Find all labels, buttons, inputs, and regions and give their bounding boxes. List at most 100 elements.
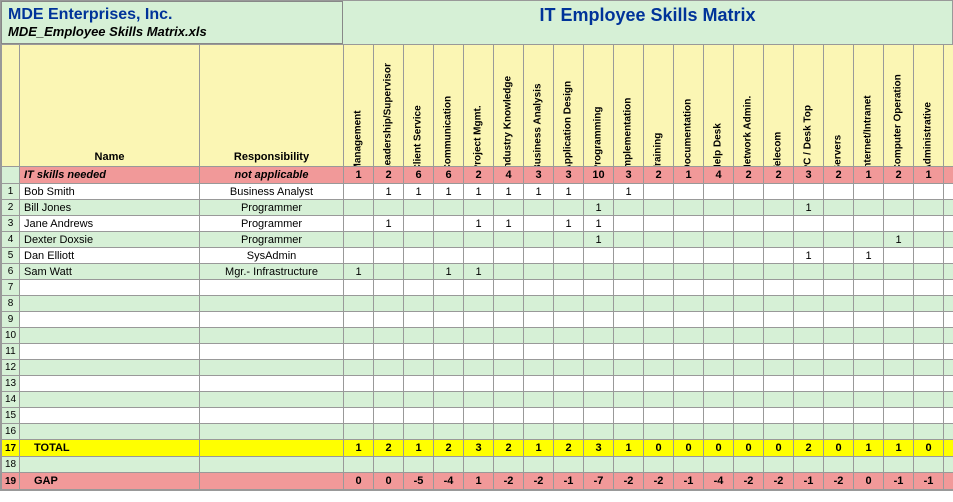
skill-header: Web Applications [944,45,953,167]
empty-cell [524,296,554,312]
skill-cell [914,264,944,280]
empty-cell [914,408,944,424]
skill-header: Documentation [674,45,704,167]
skill-cell [824,248,854,264]
empty-cell [614,392,644,408]
empty-cell [854,360,884,376]
skill-cell [494,232,524,248]
skill-cell [344,232,374,248]
empty-resp [200,408,344,424]
skill-cell: 2 [734,167,764,184]
skill-cell [764,232,794,248]
empty-cell [644,312,674,328]
empty-resp [200,280,344,296]
skill-cell: 0 [764,440,794,457]
skill-cell [614,200,644,216]
employee-name: Bill Jones [20,200,200,216]
empty-name [20,344,200,360]
empty-cell [734,312,764,328]
skill-cell [434,232,464,248]
skill-cell [824,200,854,216]
rownum: 12 [2,360,20,376]
empty-cell [494,328,524,344]
skill-cell [884,200,914,216]
empty-cell [524,424,554,440]
empty-cell [464,408,494,424]
empty-cell [944,408,953,424]
empty-cell [404,457,434,473]
empty-cell [554,424,584,440]
skill-cell [434,200,464,216]
skill-cell: 2 [884,167,914,184]
empty-cell [824,328,854,344]
empty-name [20,312,200,328]
empty-cell [854,344,884,360]
empty-cell [614,360,644,376]
empty-cell [464,280,494,296]
empty-cell [644,328,674,344]
skill-header: Project Mgmt. [464,45,494,167]
empty-cell [884,424,914,440]
empty-cell [794,296,824,312]
skill-cell [644,184,674,200]
skill-cell [914,200,944,216]
empty-cell [674,408,704,424]
skill-cell [794,264,824,280]
skill-header: Management [344,45,374,167]
empty-cell [344,360,374,376]
rownum-header [2,45,20,167]
empty-cell [764,312,794,328]
empty-cell [764,296,794,312]
empty-cell [674,280,704,296]
skill-cell: -2 [764,473,794,490]
skill-cell [344,184,374,200]
skill-header: Training [644,45,674,167]
page-title: IT Employee Skills Matrix [343,1,952,44]
empty-cell [554,312,584,328]
needed-row: IT skills needed not applicable 12662433… [2,167,953,184]
empty-cell [644,392,674,408]
total-resp [200,440,344,457]
empty-cell [374,312,404,328]
skill-cell: -2 [494,473,524,490]
empty-cell [734,280,764,296]
skill-cell [764,248,794,264]
skill-cell: 1 [464,473,494,490]
skill-cell [764,200,794,216]
empty-cell [794,328,824,344]
empty-name [20,296,200,312]
empty-row: 15 [2,408,953,424]
skill-cell: 0 [644,440,674,457]
skill-cell: 0 [854,473,884,490]
empty-cell [944,296,953,312]
empty-cell [494,392,524,408]
empty-cell [494,360,524,376]
empty-row: 12 [2,360,953,376]
empty-cell [584,328,614,344]
empty-cell [494,296,524,312]
header: MDE Enterprises, Inc. MDE_Employee Skill… [1,1,952,44]
empty-cell [344,424,374,440]
employee-resp: SysAdmin [200,248,344,264]
skill-cell: 1 [794,200,824,216]
skill-cell [614,248,644,264]
empty-cell [404,392,434,408]
employee-row: 5 Dan Elliott SysAdmin 11 [2,248,953,264]
skill-header: Computer Operation [884,45,914,167]
skill-header: Leadership/Supervisor [374,45,404,167]
skill-cell [914,248,944,264]
empty-cell [824,392,854,408]
skill-cell [374,200,404,216]
empty-cell [944,392,953,408]
empty-cell [494,408,524,424]
empty-cell [344,457,374,473]
empty-cell [524,344,554,360]
empty-cell [404,360,434,376]
skill-cell [704,184,734,200]
skill-cell: 3 [464,440,494,457]
empty-cell [854,408,884,424]
empty-cell [914,296,944,312]
empty-cell [944,312,953,328]
empty-cell [614,328,644,344]
empty-cell [884,344,914,360]
